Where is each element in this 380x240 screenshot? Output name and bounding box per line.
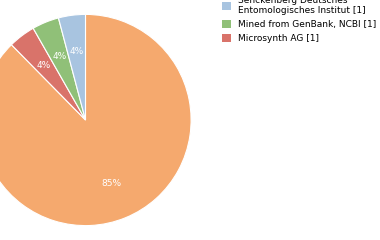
Wedge shape [0,14,191,226]
Legend: Centre for Biodiversity
Genomics [18], Senckenberg Deutsches
Entomologisches Ins: Centre for Biodiversity Genomics [18], S… [222,0,377,43]
Wedge shape [59,14,86,120]
Text: 85%: 85% [101,179,122,188]
Text: 4%: 4% [70,48,84,56]
Wedge shape [33,18,86,120]
Text: 4%: 4% [52,52,66,61]
Text: 4%: 4% [37,61,51,70]
Wedge shape [11,28,86,120]
